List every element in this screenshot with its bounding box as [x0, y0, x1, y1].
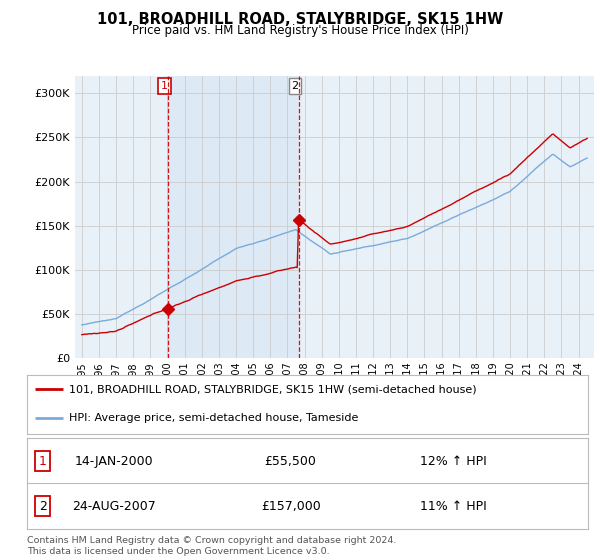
Text: 11% ↑ HPI: 11% ↑ HPI [420, 500, 487, 513]
Text: 2: 2 [39, 500, 47, 513]
Text: Price paid vs. HM Land Registry's House Price Index (HPI): Price paid vs. HM Land Registry's House … [131, 24, 469, 37]
Text: HPI: Average price, semi-detached house, Tameside: HPI: Average price, semi-detached house,… [69, 413, 358, 423]
Text: 12% ↑ HPI: 12% ↑ HPI [420, 455, 487, 468]
Text: Contains HM Land Registry data © Crown copyright and database right 2024.
This d: Contains HM Land Registry data © Crown c… [27, 536, 397, 556]
Text: 101, BROADHILL ROAD, STALYBRIDGE, SK15 1HW (semi-detached house): 101, BROADHILL ROAD, STALYBRIDGE, SK15 1… [69, 384, 476, 394]
Text: £55,500: £55,500 [265, 455, 317, 468]
Text: 101, BROADHILL ROAD, STALYBRIDGE, SK15 1HW: 101, BROADHILL ROAD, STALYBRIDGE, SK15 1… [97, 12, 503, 27]
Bar [168, 76, 299, 358]
Text: £157,000: £157,000 [261, 500, 320, 513]
Text: 1: 1 [161, 81, 168, 91]
Text: 24-AUG-2007: 24-AUG-2007 [72, 500, 156, 513]
Text: 14-JAN-2000: 14-JAN-2000 [74, 455, 153, 468]
Text: 1: 1 [39, 455, 47, 468]
Text: 2: 2 [292, 81, 299, 91]
